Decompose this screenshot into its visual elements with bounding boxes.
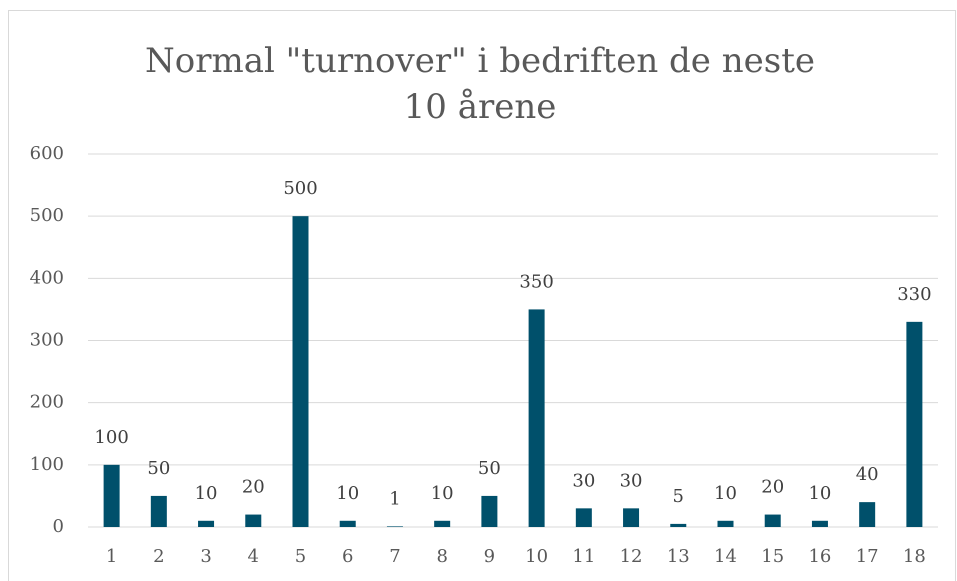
y-tick-label: 0 <box>53 516 64 537</box>
x-tick-label: 2 <box>153 546 164 567</box>
y-tick-label: 600 <box>30 143 64 164</box>
x-tick-label: 12 <box>620 546 643 567</box>
bar <box>292 216 309 527</box>
chart-border <box>8 10 956 581</box>
x-tick-label: 15 <box>761 546 784 567</box>
bar <box>386 526 403 527</box>
bar <box>764 514 781 527</box>
x-tick-label: 17 <box>856 546 879 567</box>
data-label: 500 <box>283 178 317 199</box>
x-tick-label: 16 <box>808 546 831 567</box>
data-label: 50 <box>478 458 501 479</box>
bar <box>811 520 828 527</box>
data-label: 100 <box>94 427 128 448</box>
data-label: 10 <box>336 483 359 504</box>
data-label: 50 <box>147 458 170 479</box>
x-tick-label: 8 <box>436 546 447 567</box>
data-label: 10 <box>195 483 218 504</box>
bar <box>245 514 262 527</box>
x-tick-label: 3 <box>200 546 211 567</box>
data-label: 10 <box>714 483 737 504</box>
x-tick-label: 14 <box>714 546 737 567</box>
y-tick-label: 200 <box>30 392 64 413</box>
x-tick-label: 4 <box>248 546 259 567</box>
y-tick-label: 500 <box>30 205 64 226</box>
data-label: 20 <box>761 477 784 498</box>
x-tick-label: 6 <box>342 546 353 567</box>
bar <box>859 502 876 527</box>
data-label: 350 <box>519 271 553 292</box>
data-label: 40 <box>856 464 879 485</box>
data-label: 10 <box>431 483 454 504</box>
x-tick-label: 11 <box>572 546 595 567</box>
bar <box>198 520 215 527</box>
x-tick-label: 10 <box>525 546 548 567</box>
data-label: 330 <box>897 284 931 305</box>
x-tick-label: 13 <box>667 546 690 567</box>
bar <box>528 309 545 527</box>
x-tick-label: 9 <box>484 546 495 567</box>
bar <box>481 495 498 527</box>
x-tick-label: 18 <box>903 546 926 567</box>
bar <box>150 495 167 527</box>
data-label: 5 <box>673 486 684 507</box>
x-tick-label: 1 <box>106 546 117 567</box>
bar <box>103 464 120 527</box>
x-tick-label: 5 <box>295 546 306 567</box>
y-tick-label: 100 <box>30 454 64 475</box>
y-tick-label: 300 <box>30 330 64 351</box>
bar <box>339 520 356 527</box>
x-tick-label: 7 <box>389 546 400 567</box>
data-label: 30 <box>572 470 595 491</box>
data-label: 1 <box>389 488 400 509</box>
data-label: 10 <box>808 483 831 504</box>
bar <box>623 508 640 527</box>
y-tick-label: 400 <box>30 267 64 288</box>
bar <box>575 508 592 527</box>
data-label: 30 <box>620 470 643 491</box>
bar <box>434 520 451 527</box>
bar <box>717 520 734 527</box>
bar <box>670 523 687 527</box>
bar <box>906 321 923 527</box>
chart-title: Normal "turnover" i bedriften de neste 1… <box>145 41 815 127</box>
data-label: 20 <box>242 477 265 498</box>
